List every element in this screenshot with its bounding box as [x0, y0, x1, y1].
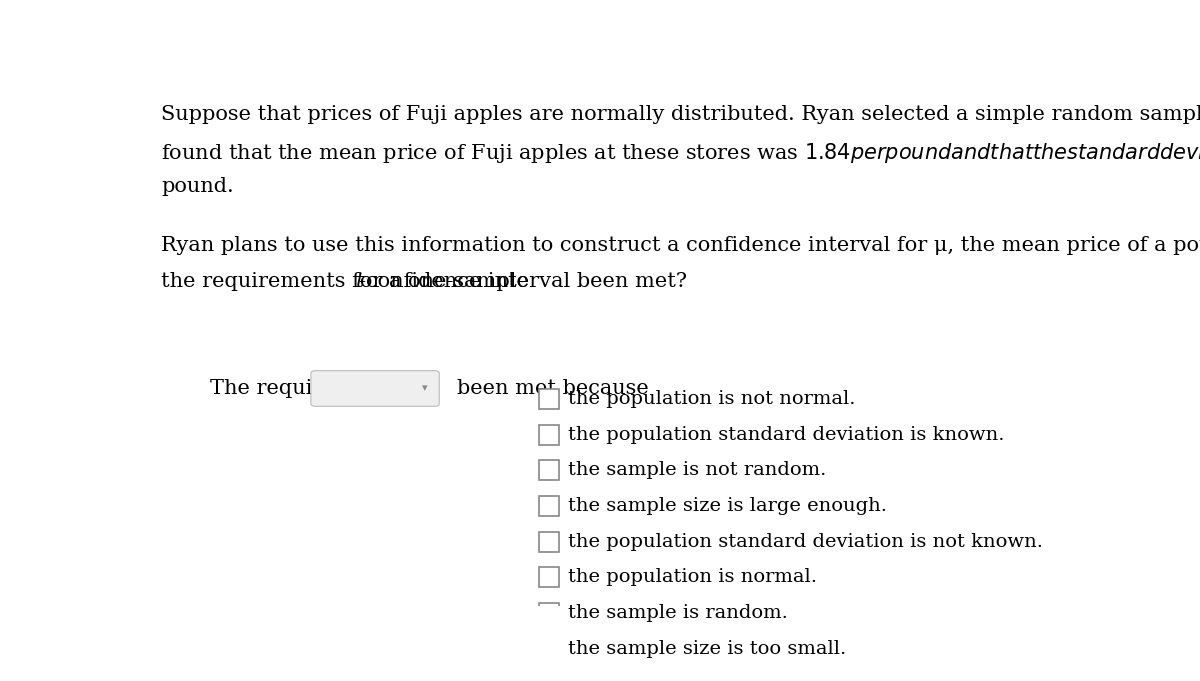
Text: -confidence interval been met?: -confidence interval been met? — [359, 272, 686, 291]
FancyBboxPatch shape — [539, 603, 559, 623]
FancyBboxPatch shape — [311, 370, 439, 407]
Text: been met because: been met because — [457, 379, 649, 398]
FancyBboxPatch shape — [539, 567, 559, 587]
Text: the sample size is too small.: the sample size is too small. — [569, 639, 847, 658]
Text: the population standard deviation is known.: the population standard deviation is kno… — [569, 426, 1006, 443]
Text: the sample size is large enough.: the sample size is large enough. — [569, 497, 888, 515]
Text: the population is normal.: the population is normal. — [569, 568, 817, 586]
Text: pound.: pound. — [161, 176, 234, 195]
Text: the population standard deviation is not known.: the population standard deviation is not… — [569, 533, 1044, 551]
FancyBboxPatch shape — [539, 496, 559, 516]
Text: t: t — [355, 272, 364, 291]
FancyBboxPatch shape — [539, 639, 559, 659]
Text: found that the mean price of Fuji apples at these stores was $1.84 per pound and: found that the mean price of Fuji apples… — [161, 141, 1200, 165]
Text: ▾: ▾ — [422, 383, 428, 394]
Text: Suppose that prices of Fuji apples are normally distributed. Ryan selected a sim: Suppose that prices of Fuji apples are n… — [161, 106, 1200, 125]
FancyBboxPatch shape — [539, 532, 559, 552]
FancyBboxPatch shape — [539, 389, 559, 409]
Text: The requirements: The requirements — [210, 379, 401, 398]
Text: the requirements for a one-sample: the requirements for a one-sample — [161, 272, 535, 291]
Text: Ryan plans to use this information to construct a confidence interval for μ, the: Ryan plans to use this information to co… — [161, 236, 1200, 255]
FancyBboxPatch shape — [539, 425, 559, 445]
Text: the sample is random.: the sample is random. — [569, 604, 788, 622]
FancyBboxPatch shape — [539, 460, 559, 480]
Text: the population is not normal.: the population is not normal. — [569, 390, 856, 408]
Text: the sample is not random.: the sample is not random. — [569, 461, 827, 479]
